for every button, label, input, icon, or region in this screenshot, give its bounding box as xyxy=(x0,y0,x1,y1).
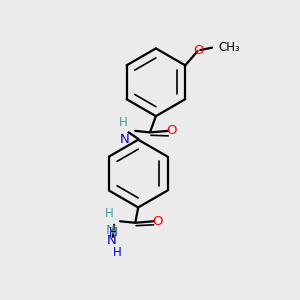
Text: H: H xyxy=(119,116,128,129)
Text: O: O xyxy=(152,215,162,228)
Text: O: O xyxy=(193,44,204,56)
Text: N: N xyxy=(120,133,129,146)
Text: H: H xyxy=(105,207,113,220)
Text: H: H xyxy=(113,246,122,259)
Text: H: H xyxy=(109,226,118,238)
Text: O: O xyxy=(167,124,177,137)
Text: N: N xyxy=(106,224,115,237)
Text: N: N xyxy=(106,235,116,248)
Text: CH₃: CH₃ xyxy=(218,41,240,54)
